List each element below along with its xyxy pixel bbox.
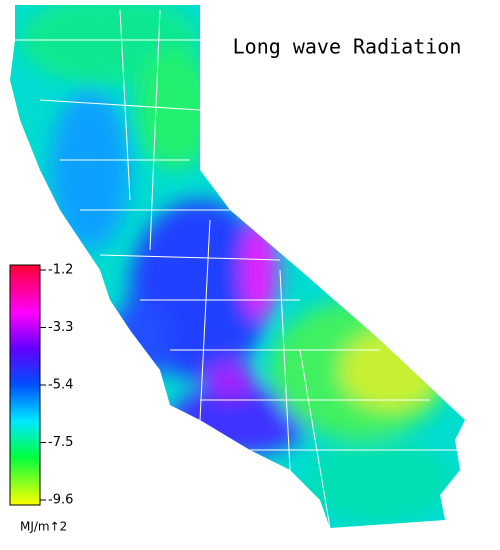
colorbar-tick-label: -7.5	[48, 435, 73, 450]
colorbar-tick-label: -5.4	[48, 378, 73, 393]
colorbar	[9, 264, 41, 506]
colorbar-tick-label: -1.2	[48, 263, 73, 278]
colorbar-ticks: -1.2 -3.3 -5.4 -7.5 -9.6	[40, 263, 73, 508]
map-title: Long wave Radiation	[233, 35, 462, 59]
colorbar-unit: MJ/m↑2	[20, 520, 67, 534]
colorbar-tick-label: -3.3	[48, 320, 73, 335]
colorbar-tick-label: -9.6	[48, 493, 73, 508]
